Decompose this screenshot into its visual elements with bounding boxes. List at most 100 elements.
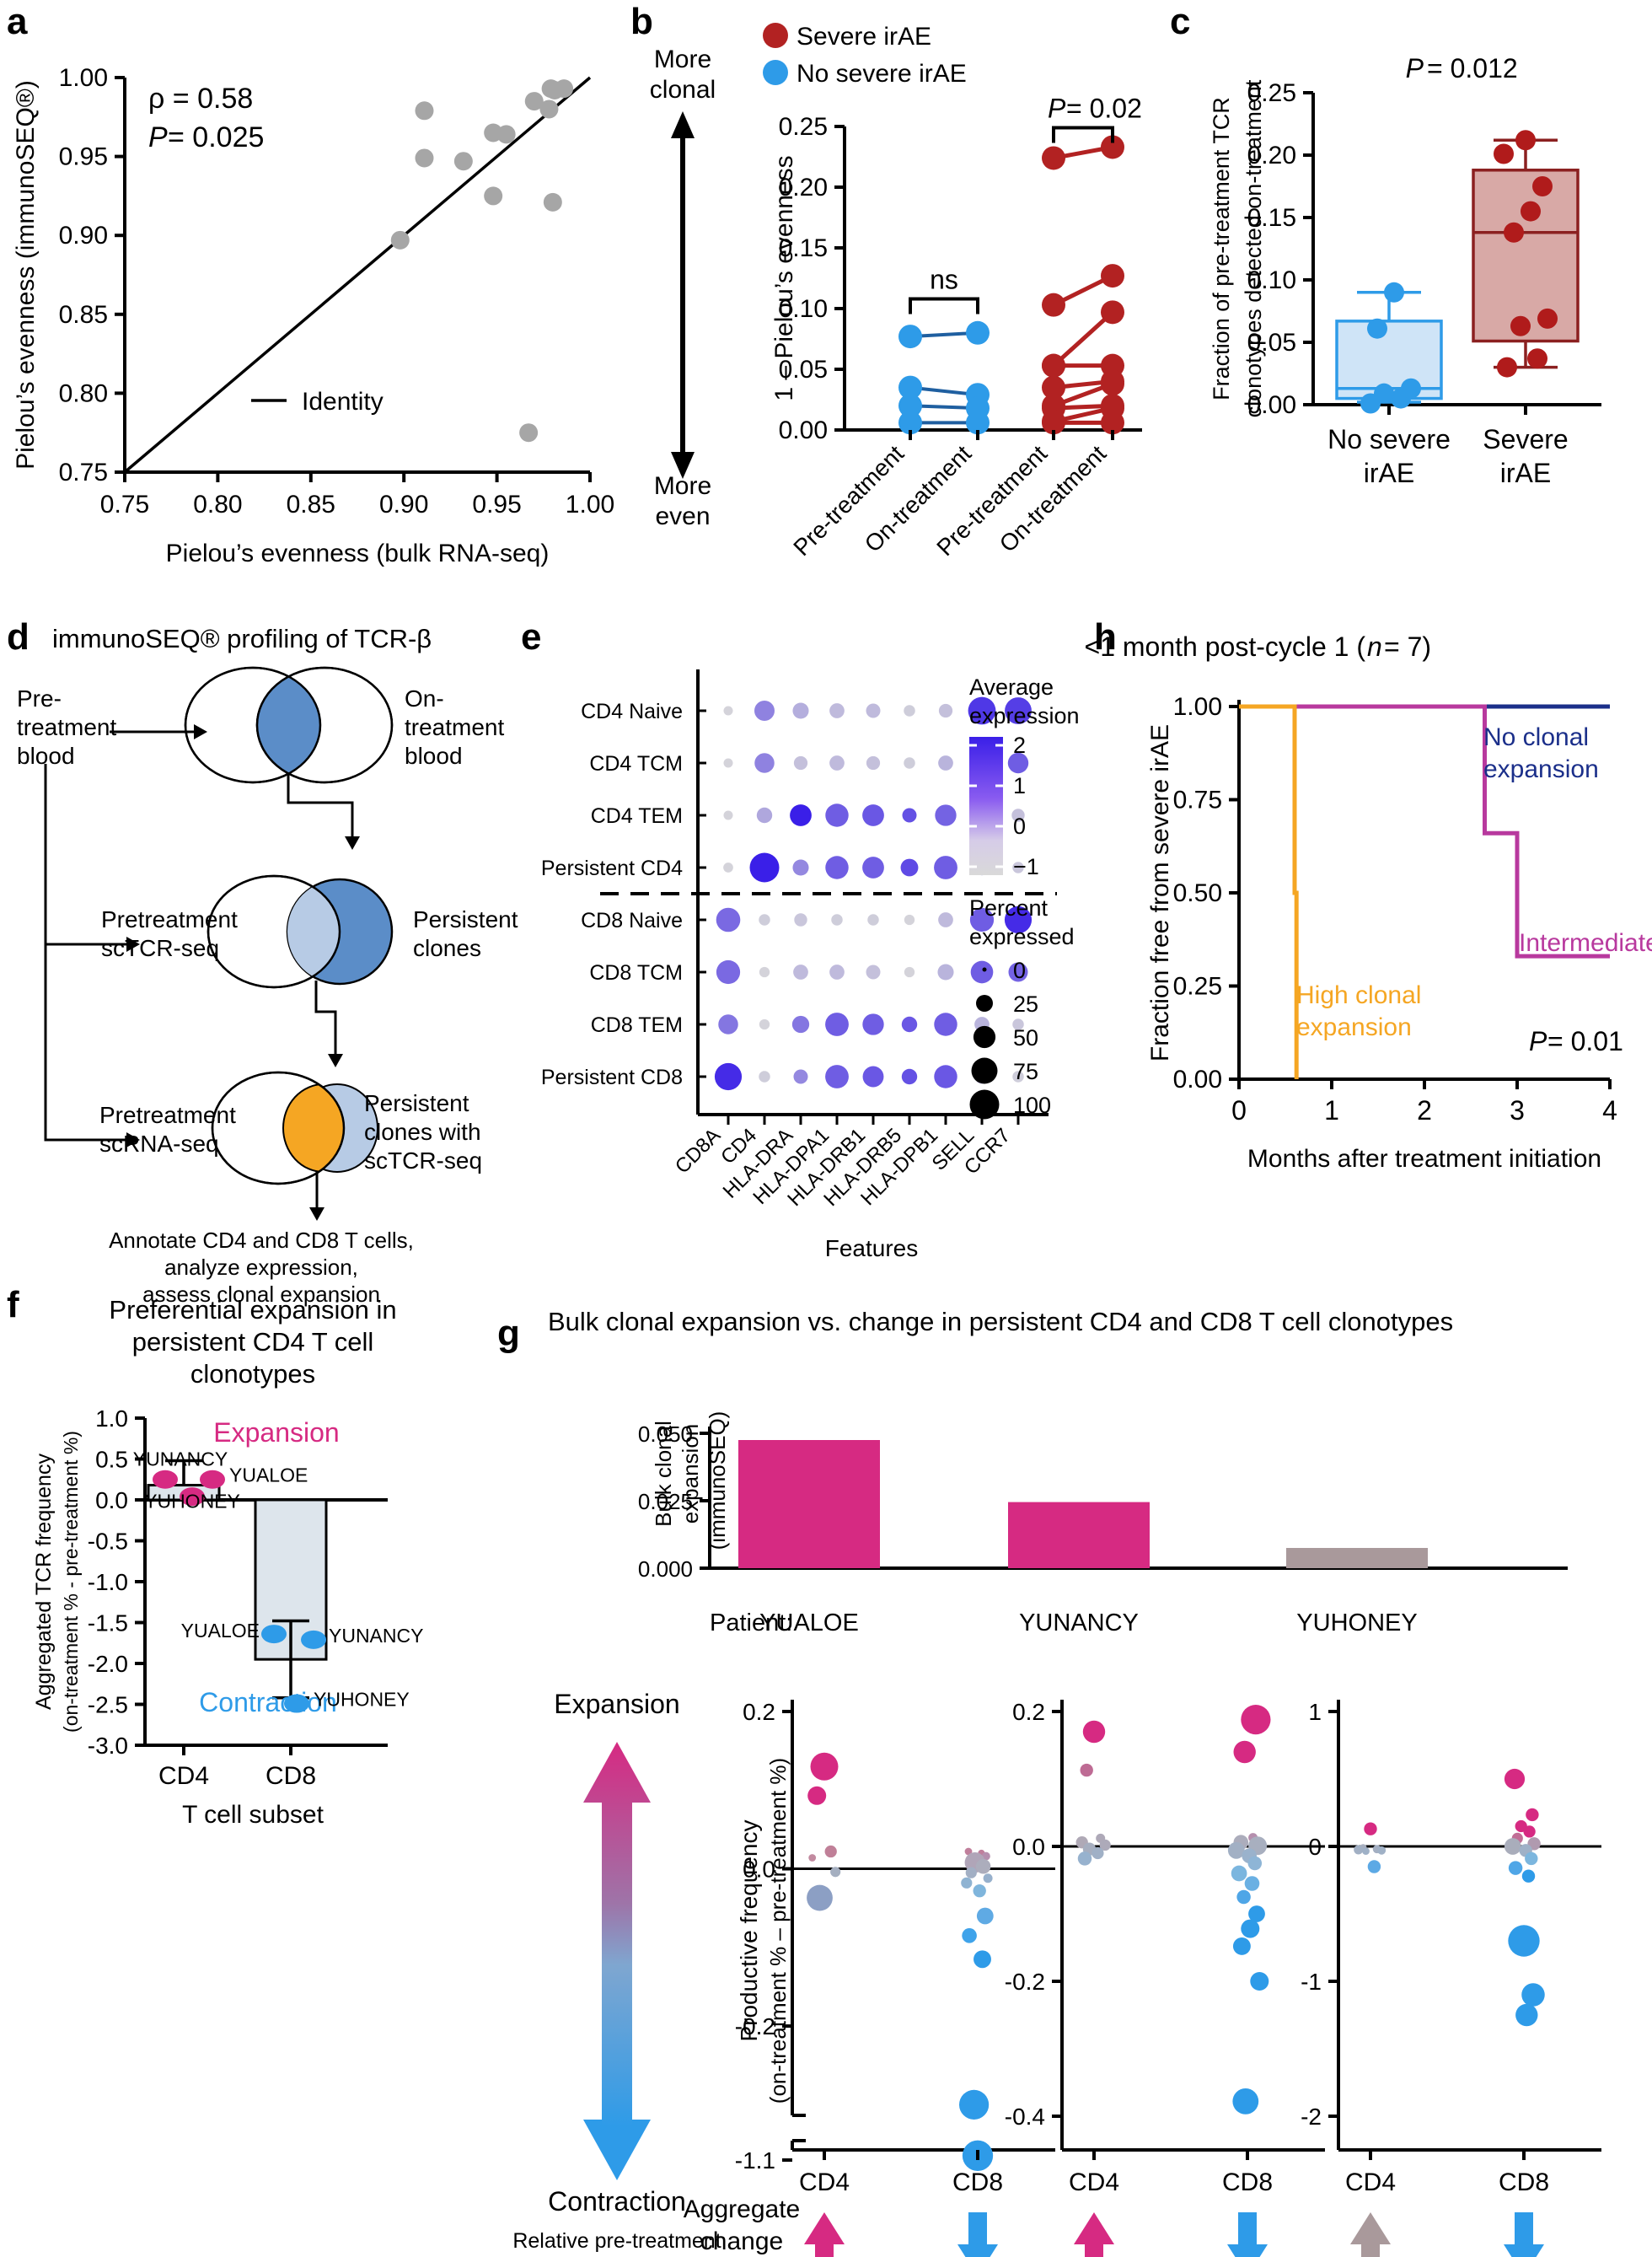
- g-top-ylabel-line1: Bulk clonal: [651, 1421, 676, 1527]
- dot-CD8-Naive-CD4: [759, 914, 770, 926]
- final-line3: assess clonal expansion: [142, 1282, 380, 1307]
- final-line1: Annotate CD4 and CD8 T cells,: [109, 1228, 414, 1253]
- y-tick-label: 0.20: [1247, 142, 1296, 169]
- y-tick-label: 0.25: [1173, 973, 1222, 1001]
- y-tick-label: -2.5: [88, 1692, 128, 1718]
- dot-Persistent-CD4-HLA-DRA: [792, 859, 809, 876]
- expansion-label: Expansion: [213, 1417, 339, 1448]
- patient-prefix-label: Patient:: [710, 1609, 792, 1636]
- aggregate-arrow-down-cd8: [1227, 2212, 1268, 2257]
- dot-Persistent-CD8-HLA-DPA1: [825, 1065, 849, 1088]
- dot-CD4-Naive-SELL: [968, 696, 996, 725]
- flow-arrow-head: [126, 937, 140, 952]
- p-annotation-symbol: P: [1406, 53, 1424, 83]
- dot-CD4-TCM-HLA-DRA: [793, 755, 808, 771]
- pair-point-pre: [898, 375, 922, 400]
- no-clonal-label-line2: expansion: [1483, 755, 1599, 783]
- box-data-point: [1504, 222, 1524, 243]
- dot-Persistent-CD8-CD4: [759, 1071, 770, 1083]
- box-data-point: [1401, 378, 1421, 399]
- dot-CD8-TEM-CCR7: [1012, 1018, 1024, 1030]
- dot-CD8-TCM-HLA-DPA1: [829, 965, 845, 980]
- final-line2: analyze expression,: [164, 1255, 358, 1280]
- p-annotation-symbol: P: [1529, 1026, 1547, 1056]
- pair-point-pre: [1042, 411, 1065, 435]
- x-tick-label: 0.80: [193, 491, 242, 519]
- patient-name-YUALOE: YUALOE: [759, 1609, 859, 1636]
- venn-circle: [184, 666, 322, 784]
- pair-point-on: [966, 320, 990, 345]
- dot-CD8-Naive-HLA-DRA: [794, 913, 807, 927]
- x-tick-label: 0.95: [472, 491, 521, 519]
- g-scatter-point: [1367, 1860, 1381, 1873]
- legend-dot-no-severe: [763, 60, 788, 85]
- row-label: CD4 Naive: [581, 700, 683, 723]
- dot-Persistent-CD8-CCR7: [1012, 1071, 1024, 1083]
- panel-e-label: e: [521, 616, 542, 658]
- dot-CD8-TCM-SELL: [970, 960, 994, 984]
- y-tick-label: -3.0: [88, 1733, 128, 1759]
- pair-point-pre: [898, 325, 922, 349]
- x-tick-label: 1.00: [566, 491, 614, 519]
- persistent-clones-line2: clones: [413, 935, 481, 961]
- scatter-point: [484, 186, 503, 206]
- panel-d-title: immunoSEQ® profiling of TCR-β: [52, 624, 432, 653]
- dot-CD4-Naive-CD4: [754, 701, 775, 721]
- venn-intersection: [287, 879, 340, 984]
- g-scatter-point: [1080, 1763, 1093, 1777]
- scatter-point: [415, 101, 434, 121]
- flow-arrow-line: [44, 944, 126, 1142]
- dot-Persistent-CD4-HLA-DPB1: [934, 856, 957, 879]
- row-label: CD8 TCM: [589, 961, 683, 985]
- y-tick-label: 0.5: [95, 1447, 128, 1473]
- y-tick-label: -1.1: [735, 2147, 775, 2174]
- x-tick-label-cd8: CD8: [1499, 2168, 1549, 2196]
- dot-CD4-TCM-CCR7: [1007, 752, 1029, 774]
- box-data-point: [1510, 315, 1531, 336]
- row-label: CD4 TCM: [589, 752, 683, 776]
- y-tick-label: 0.0: [743, 1857, 775, 1883]
- g-scatter-point: [983, 1873, 993, 1884]
- g-scatter-point: [1241, 1919, 1260, 1938]
- legend-size-label: 75: [1013, 1059, 1038, 1084]
- g-scatter-point: [1232, 2088, 1259, 2115]
- dot-CD4-TCM-HLA-DPA1: [829, 755, 845, 771]
- dot-CD8-TCM-CD8A: [716, 959, 741, 985]
- more-even-line2: even: [655, 502, 710, 530]
- y-tick-label: -1: [1301, 1969, 1322, 1995]
- f-label-YUALOE-cd4: YUALOE: [229, 1464, 308, 1486]
- dot-CD8-TCM-HLA-DRB1: [866, 965, 881, 980]
- on-blood-line1: On-: [405, 685, 444, 712]
- persistent-sctcr-line3: scTCR-seq: [364, 1147, 482, 1174]
- flow-arrow-line: [314, 981, 337, 1054]
- scatter-point: [519, 423, 539, 443]
- dot-CD4-TEM-CD4: [756, 807, 773, 824]
- panel-h-label: h: [1094, 616, 1117, 658]
- more-clonal-line2: clonal: [650, 76, 716, 104]
- x-tick-label-cd4: CD4: [799, 2168, 850, 2196]
- y-tick-label: -2: [1301, 2104, 1322, 2130]
- x-axis-label: T cell subset: [182, 1801, 324, 1829]
- y-tick-label: 0.025: [638, 1489, 693, 1514]
- scatter-point: [390, 230, 410, 250]
- aggregate-arrow-down-cd8: [1504, 2212, 1544, 2257]
- clonality-arrow-down: [671, 452, 695, 479]
- row-label: Persistent CD4: [541, 857, 683, 880]
- pair-point-pre: [898, 411, 922, 435]
- g-scatter-point: [807, 1884, 833, 1911]
- dot-Persistent-CD4-HLA-DRB5: [900, 858, 919, 877]
- g-scatter-point: [1362, 1847, 1370, 1855]
- legend-size-dot-50: [973, 1025, 996, 1049]
- row-label: CD8 TEM: [591, 1013, 683, 1037]
- y-tick-label: 1: [1308, 1699, 1322, 1725]
- y-tick-label: 0.05: [1247, 329, 1296, 357]
- y-tick-label: 0.10: [779, 295, 828, 323]
- panel-h: h <1 month post-cycle 1 (n = 7) 0.00 0.25 0…: [1085, 607, 1652, 1273]
- panel-c-chart: 0.00 0.05 0.10 0.15 0.20 0.25 P = 0.012 No sever…: [1209, 53, 1601, 488]
- flow-arrow-head: [126, 1132, 140, 1147]
- box-data-point: [1521, 201, 1541, 222]
- x-tick-label-cd8: CD8: [1222, 2168, 1273, 2196]
- dot-CD4-TEM-HLA-DRB5: [902, 808, 917, 823]
- g-scatter-point: [1241, 1705, 1271, 1735]
